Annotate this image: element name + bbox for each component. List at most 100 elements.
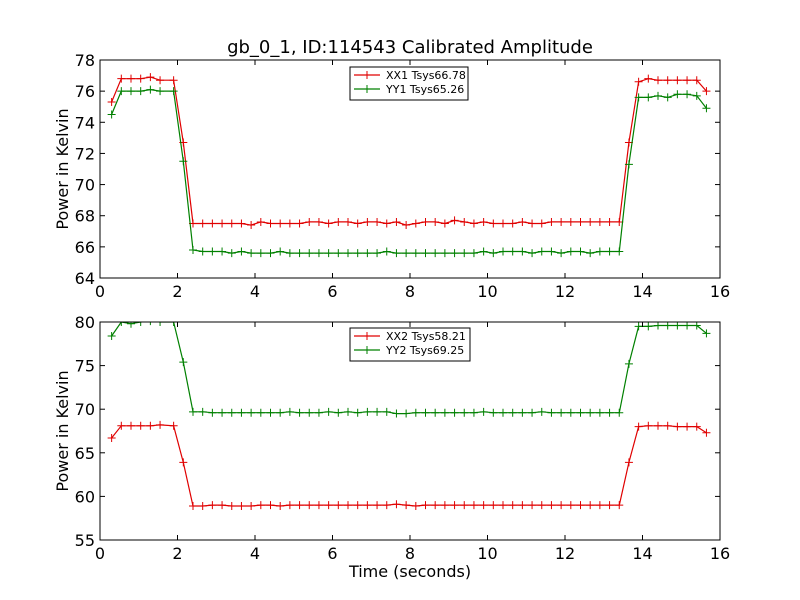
data-point <box>508 408 517 417</box>
x-tick-label: 10 <box>477 282 497 301</box>
data-point <box>537 407 546 416</box>
data-point <box>353 249 362 258</box>
y-tick-label: 78 <box>75 51 95 70</box>
data-point <box>127 74 135 83</box>
x-tick-label: 6 <box>327 282 337 301</box>
data-point <box>440 249 449 258</box>
data-point <box>107 98 116 107</box>
data-point <box>382 501 391 510</box>
data-point <box>702 329 711 338</box>
data-point <box>421 217 430 226</box>
data-point <box>363 217 372 226</box>
x-tick-label: 0 <box>95 282 105 301</box>
y-tick-label: 66 <box>75 238 95 257</box>
data-point <box>431 217 440 226</box>
data-point <box>169 87 178 96</box>
data-point <box>683 322 692 330</box>
data-point <box>508 219 517 228</box>
x-tick-label: 4 <box>250 282 260 301</box>
data-point <box>595 217 604 226</box>
data-point <box>547 501 556 510</box>
x-tick-label: 14 <box>632 282 652 301</box>
data-point <box>499 501 507 510</box>
data-point <box>149 322 151 326</box>
data-point <box>528 501 537 510</box>
data-point <box>673 76 682 85</box>
data-point <box>411 501 420 510</box>
data-point <box>218 247 227 256</box>
data-point <box>576 408 585 417</box>
data-point <box>314 217 323 226</box>
data-point <box>266 408 275 417</box>
data-point <box>334 249 343 258</box>
series-1 <box>107 73 711 230</box>
data-point <box>673 322 682 330</box>
legend-label: YY1 Tsys65.26 <box>385 83 464 96</box>
data-point <box>576 247 585 256</box>
data-point <box>392 500 401 509</box>
data-point <box>237 501 246 510</box>
y-tick-label: 70 <box>75 176 95 195</box>
data-point <box>644 322 653 331</box>
data-point <box>450 408 459 417</box>
data-point <box>324 407 333 416</box>
data-point <box>295 249 304 258</box>
data-point <box>218 408 227 417</box>
data-point <box>469 249 478 258</box>
data-point <box>107 433 116 442</box>
data-point <box>431 249 440 258</box>
legend-marker <box>363 346 371 354</box>
data-point <box>285 249 294 258</box>
data-point <box>528 408 537 417</box>
data-point <box>644 93 653 102</box>
data-point <box>654 76 662 85</box>
data-point <box>615 217 624 226</box>
y-tick-label: 60 <box>75 487 95 506</box>
data-point <box>266 501 275 510</box>
data-point <box>605 501 614 510</box>
data-point <box>673 422 682 431</box>
x-tick-label: 8 <box>405 544 415 563</box>
data-point <box>634 77 643 86</box>
data-point <box>440 219 449 228</box>
data-point <box>189 407 197 416</box>
data-point <box>411 249 420 258</box>
data-point <box>479 407 488 416</box>
legend-label: XX2 Tsys58.21 <box>386 330 466 343</box>
data-point <box>127 421 135 430</box>
data-point <box>189 245 197 254</box>
data-point <box>557 408 566 417</box>
data-point <box>586 408 595 417</box>
x-tick-label: 4 <box>250 544 260 563</box>
data-point <box>624 359 633 368</box>
data-point <box>411 408 420 417</box>
data-point <box>305 249 314 258</box>
legend-label: XX1 Tsys66.78 <box>386 69 466 82</box>
data-point <box>518 217 527 226</box>
legend-frame <box>349 66 469 101</box>
data-point <box>146 421 155 430</box>
data-point <box>373 501 382 510</box>
y-tick-label: 76 <box>75 82 95 101</box>
data-point <box>440 501 449 510</box>
legend-frame <box>349 327 471 362</box>
data-point <box>402 249 411 258</box>
data-point <box>208 501 217 510</box>
x-tick-label: 8 <box>405 282 415 301</box>
data-point <box>605 408 614 417</box>
data-point <box>127 322 135 328</box>
data-point <box>518 247 527 256</box>
data-point <box>295 501 304 510</box>
data-point <box>136 87 145 96</box>
data-point <box>547 247 556 256</box>
data-point <box>344 249 352 258</box>
data-point <box>117 74 126 83</box>
data-point <box>266 219 275 228</box>
data-point <box>136 322 145 326</box>
data-point <box>576 217 585 226</box>
data-point <box>644 421 653 430</box>
data-point <box>127 87 135 96</box>
series-line <box>111 424 707 507</box>
